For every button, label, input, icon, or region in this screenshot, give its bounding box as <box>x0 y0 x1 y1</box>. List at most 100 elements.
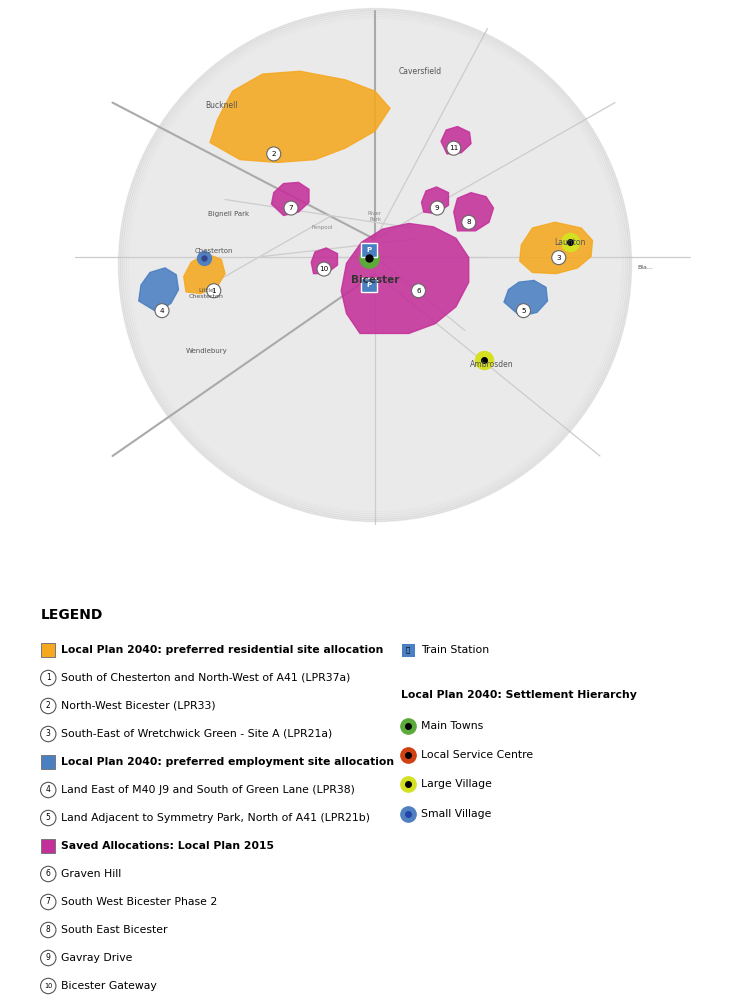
Circle shape <box>40 950 56 966</box>
Circle shape <box>129 19 621 511</box>
Text: 5: 5 <box>521 308 526 314</box>
Text: Bicester: Bicester <box>351 275 399 285</box>
Text: 2: 2 <box>46 702 51 710</box>
Circle shape <box>412 284 425 298</box>
Text: 10: 10 <box>44 983 53 989</box>
Text: Graven Hill: Graven Hill <box>62 869 122 879</box>
Circle shape <box>267 147 280 161</box>
Text: Land East of M40 J9 and South of Green Lane (LPR38): Land East of M40 J9 and South of Green L… <box>62 785 355 795</box>
Circle shape <box>40 670 56 686</box>
Circle shape <box>142 32 608 498</box>
Text: River
Park: River Park <box>368 211 382 222</box>
Polygon shape <box>139 268 178 312</box>
Text: 6: 6 <box>416 288 421 294</box>
Text: 2: 2 <box>272 151 276 157</box>
Circle shape <box>128 18 622 512</box>
Text: 7: 7 <box>46 898 51 906</box>
Text: LEGEND: LEGEND <box>41 608 104 622</box>
Circle shape <box>517 304 530 318</box>
Circle shape <box>146 36 604 494</box>
Circle shape <box>134 24 616 506</box>
Polygon shape <box>520 222 593 274</box>
Polygon shape <box>184 254 225 294</box>
Text: Gavray Drive: Gavray Drive <box>62 953 133 963</box>
Circle shape <box>40 922 56 938</box>
Text: South West Bicester Phase 2: South West Bicester Phase 2 <box>62 897 217 907</box>
Circle shape <box>40 866 56 882</box>
Text: Chesterton: Chesterton <box>194 248 233 254</box>
Text: 4: 4 <box>160 308 164 314</box>
FancyBboxPatch shape <box>361 243 377 257</box>
Text: 11: 11 <box>449 145 458 151</box>
Circle shape <box>136 25 614 505</box>
Circle shape <box>155 304 169 318</box>
Circle shape <box>462 215 476 229</box>
Circle shape <box>139 29 611 502</box>
Circle shape <box>120 10 630 520</box>
Text: Land Adjacent to Symmetry Park, North of A41 (LPR21b): Land Adjacent to Symmetry Park, North of… <box>62 813 370 823</box>
Polygon shape <box>454 193 494 231</box>
Text: South-East of Wretchwick Green - Site A (LPR21a): South-East of Wretchwick Green - Site A … <box>62 729 332 739</box>
Text: Caversfield: Caversfield <box>398 67 442 76</box>
Text: Fenpool: Fenpool <box>312 226 333 231</box>
Circle shape <box>124 15 626 515</box>
Text: Launton: Launton <box>554 238 586 247</box>
Text: 🚉: 🚉 <box>406 647 410 653</box>
Text: North-West Bicester (LPR33): North-West Bicester (LPR33) <box>62 701 216 711</box>
Text: 9: 9 <box>435 205 439 211</box>
Text: Large Village: Large Village <box>422 779 492 789</box>
Circle shape <box>140 30 610 500</box>
Text: Bignell Park: Bignell Park <box>209 211 249 217</box>
Text: P: P <box>367 282 371 288</box>
Text: Bicester Gateway: Bicester Gateway <box>62 981 157 991</box>
Text: P: P <box>367 247 371 253</box>
Text: Local Plan 2040: preferred employment site allocation: Local Plan 2040: preferred employment si… <box>62 757 394 767</box>
Text: Small Village: Small Village <box>422 809 492 819</box>
Circle shape <box>40 894 56 910</box>
Text: 1: 1 <box>46 674 51 682</box>
FancyBboxPatch shape <box>41 839 56 853</box>
Polygon shape <box>422 187 448 214</box>
Circle shape <box>40 978 56 994</box>
Text: 7: 7 <box>289 205 293 211</box>
Circle shape <box>40 726 56 742</box>
Circle shape <box>130 21 620 509</box>
Circle shape <box>317 262 331 276</box>
Text: Bucknell: Bucknell <box>205 101 238 110</box>
Text: 8: 8 <box>466 219 471 225</box>
Text: 1: 1 <box>211 288 216 294</box>
Circle shape <box>145 35 605 495</box>
Circle shape <box>122 12 628 518</box>
Polygon shape <box>441 127 471 154</box>
Circle shape <box>118 9 632 522</box>
Text: Wendlebury: Wendlebury <box>185 348 227 354</box>
Polygon shape <box>341 223 469 333</box>
Text: 8: 8 <box>46 926 51 934</box>
Text: Little
Chesterton: Little Chesterton <box>189 288 224 299</box>
Polygon shape <box>210 71 390 162</box>
Text: 3: 3 <box>556 255 561 261</box>
Circle shape <box>149 39 601 491</box>
Text: Train Station: Train Station <box>422 645 489 655</box>
FancyBboxPatch shape <box>361 278 377 292</box>
Circle shape <box>118 9 632 522</box>
Circle shape <box>148 38 602 492</box>
Text: Main Towns: Main Towns <box>422 721 484 731</box>
Text: Ambrosden: Ambrosden <box>470 360 513 369</box>
Circle shape <box>143 33 607 497</box>
Text: 3: 3 <box>46 730 51 738</box>
Circle shape <box>447 141 460 155</box>
Circle shape <box>40 698 56 714</box>
Text: 10: 10 <box>320 266 328 272</box>
Text: Local Service Centre: Local Service Centre <box>422 750 533 760</box>
Circle shape <box>552 251 566 265</box>
Text: 9: 9 <box>46 954 51 962</box>
Circle shape <box>40 810 56 826</box>
Circle shape <box>284 201 298 215</box>
Polygon shape <box>504 280 548 316</box>
Circle shape <box>40 782 56 798</box>
Circle shape <box>132 22 618 508</box>
Circle shape <box>123 13 627 517</box>
Circle shape <box>207 284 220 298</box>
Text: Local Plan 2040: preferred residential site allocation: Local Plan 2040: preferred residential s… <box>62 645 383 655</box>
